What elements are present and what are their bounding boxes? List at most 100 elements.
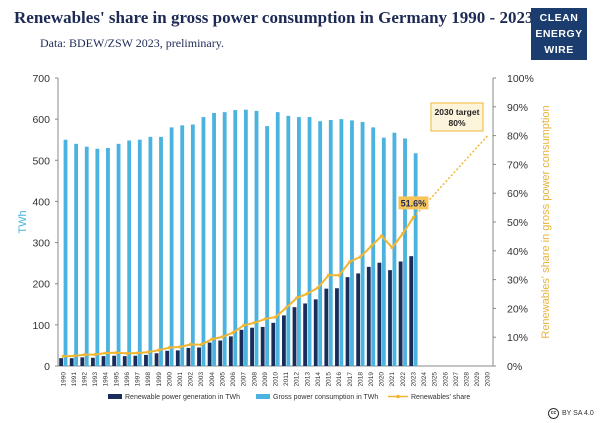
share-point — [284, 306, 288, 310]
bar-renewable — [218, 340, 223, 366]
bar-renewable — [165, 350, 170, 366]
bar-gross — [403, 138, 407, 366]
share-point — [263, 317, 267, 321]
share-point — [178, 345, 182, 349]
x-tick-label: 2020 — [379, 372, 386, 387]
x-tick-label: 2004 — [209, 372, 216, 387]
bar-gross — [275, 112, 280, 366]
y-axis-label-left: TWh — [17, 210, 29, 233]
x-tick-label: 2005 — [219, 372, 226, 387]
share-point — [72, 354, 76, 358]
x-tick-label: 2023 — [410, 372, 417, 387]
x-tick-label: 2011 — [283, 372, 290, 386]
y-tick-label-left: 100 — [32, 320, 50, 332]
bar-gross — [413, 153, 418, 366]
share-point — [189, 342, 193, 346]
share-point — [61, 354, 65, 358]
x-tick-label: 1999 — [156, 372, 163, 387]
legend-label-share: Renewables' share — [411, 394, 470, 401]
bar-renewable — [154, 353, 159, 366]
x-tick-label: 2017 — [347, 372, 354, 387]
share-point — [358, 255, 362, 259]
y-tick-label-left: 500 — [32, 155, 50, 167]
bar-gross — [159, 136, 163, 366]
bar-renewable — [409, 256, 414, 366]
y-tick-label-right: 20% — [507, 303, 528, 315]
x-tick-label: 1995 — [113, 372, 120, 387]
legend-label-gross: Gross power consumption in TWh — [273, 394, 378, 401]
bar-gross — [243, 109, 248, 367]
bar-renewable — [197, 347, 201, 366]
bar-gross — [106, 147, 110, 366]
bar-gross — [116, 143, 121, 366]
y-tick-label-right: 30% — [507, 275, 528, 287]
x-tick-label: 1992 — [82, 372, 89, 387]
x-tick-label: 2029 — [474, 372, 481, 387]
y-tick-label-left: 300 — [32, 238, 50, 250]
share-point — [369, 244, 373, 249]
bar-gross — [339, 119, 344, 367]
chart-subtitle: Data: BDEW/ZSW 2023, preliminary. — [40, 36, 224, 50]
logo-line-2: ENERGY — [535, 28, 583, 40]
bar-gross — [360, 122, 365, 366]
bar-renewable — [101, 356, 106, 366]
share-point — [199, 343, 203, 347]
x-tick-label: 2000 — [166, 372, 173, 387]
y-tick-label-right: 50% — [507, 217, 528, 229]
share-line — [63, 216, 415, 358]
x-tick-label: 1993 — [92, 372, 99, 387]
bar-renewable — [80, 357, 85, 366]
target-box — [430, 102, 484, 132]
bar-renewable — [175, 350, 180, 366]
bar-gross — [148, 136, 153, 366]
chart-title: Renewables' share in gross power consump… — [14, 8, 538, 27]
y-axis-label-right: Renewables' share in gross power consump… — [540, 105, 552, 338]
share-point — [390, 246, 394, 250]
bar-renewable — [388, 270, 392, 366]
bar-gross — [350, 120, 354, 367]
x-tick-label: 2030 — [485, 372, 492, 387]
bar-renewable — [271, 322, 276, 366]
bar-renewable — [144, 354, 148, 366]
bar-gross — [190, 124, 195, 367]
bar-gross — [392, 132, 397, 366]
x-tick-label: 2016 — [336, 372, 343, 387]
bar-gross — [63, 139, 68, 366]
bar-gross — [265, 126, 270, 366]
bar-renewable — [292, 307, 297, 366]
bar-gross — [328, 119, 333, 366]
y-tick-label-right: 10% — [507, 332, 528, 344]
cc-icon: cc — [548, 408, 559, 419]
share-point — [348, 260, 352, 264]
x-tick-label: 2019 — [368, 372, 375, 387]
last-value-box — [398, 196, 429, 210]
x-tick-label: 2022 — [400, 372, 407, 387]
bar-gross — [74, 143, 79, 366]
share-point — [273, 315, 278, 319]
bar-renewable — [91, 357, 95, 366]
y-tick-label-left: 600 — [32, 114, 50, 126]
bar-renewable — [335, 288, 339, 366]
x-tick-label: 2021 — [389, 372, 396, 387]
x-tick-label: 2018 — [357, 372, 364, 387]
bar-renewable — [356, 273, 361, 366]
bar-gross — [381, 137, 386, 366]
bar-renewable — [133, 355, 138, 366]
x-tick-label: 1996 — [124, 372, 131, 387]
share-point — [231, 330, 235, 335]
bar-gross — [233, 110, 238, 366]
y-tick-label-right: 100% — [507, 73, 534, 85]
bar-renewable — [398, 261, 403, 366]
bar-gross — [84, 146, 89, 366]
bar-gross — [371, 127, 376, 366]
share-point — [104, 351, 108, 355]
y-tick-label-right: 70% — [507, 159, 528, 171]
bar-renewable — [59, 358, 64, 366]
bar-renewable — [69, 358, 74, 366]
bar-gross — [254, 110, 259, 367]
share-point — [157, 348, 161, 352]
logo-line-3: WIRE — [544, 44, 574, 56]
bar-renewable — [345, 277, 350, 366]
x-tick-label: 2014 — [315, 372, 322, 387]
y-tick-label-left: 0 — [44, 361, 50, 373]
